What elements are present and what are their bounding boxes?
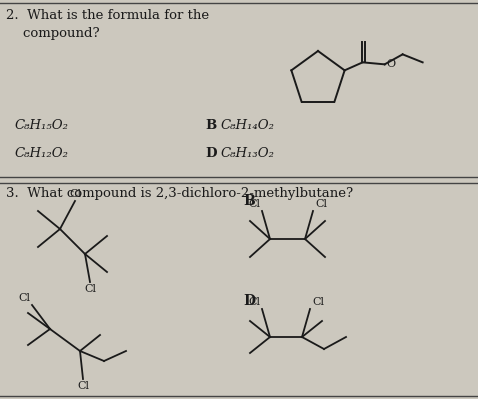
Text: Cl: Cl [248, 297, 260, 307]
Text: B: B [243, 194, 255, 208]
Text: C₈H₁₅O₂: C₈H₁₅O₂ [14, 119, 68, 132]
Text: Cl: Cl [77, 381, 89, 391]
Text: Cl: Cl [84, 284, 96, 294]
Text: C₈H₁₄O₂: C₈H₁₄O₂ [220, 119, 274, 132]
Text: Cl: Cl [312, 297, 324, 307]
Text: D: D [243, 294, 255, 308]
Text: O: O [387, 59, 396, 69]
Text: 3.  What compound is 2,3-dichloro-2-methylbutane?: 3. What compound is 2,3-dichloro-2-methy… [6, 187, 353, 200]
Text: Cl: Cl [315, 199, 327, 209]
Text: C₈H₁₂O₂: C₈H₁₂O₂ [14, 147, 68, 160]
Text: D: D [205, 147, 217, 160]
Text: Cl: Cl [248, 199, 260, 209]
Text: B: B [205, 119, 216, 132]
Text: 2.  What is the formula for the
    compound?: 2. What is the formula for the compound? [6, 9, 209, 40]
Text: C₈H₁₃O₂: C₈H₁₃O₂ [220, 147, 274, 160]
Text: Cl: Cl [69, 189, 81, 199]
Text: Cl: Cl [18, 293, 30, 303]
